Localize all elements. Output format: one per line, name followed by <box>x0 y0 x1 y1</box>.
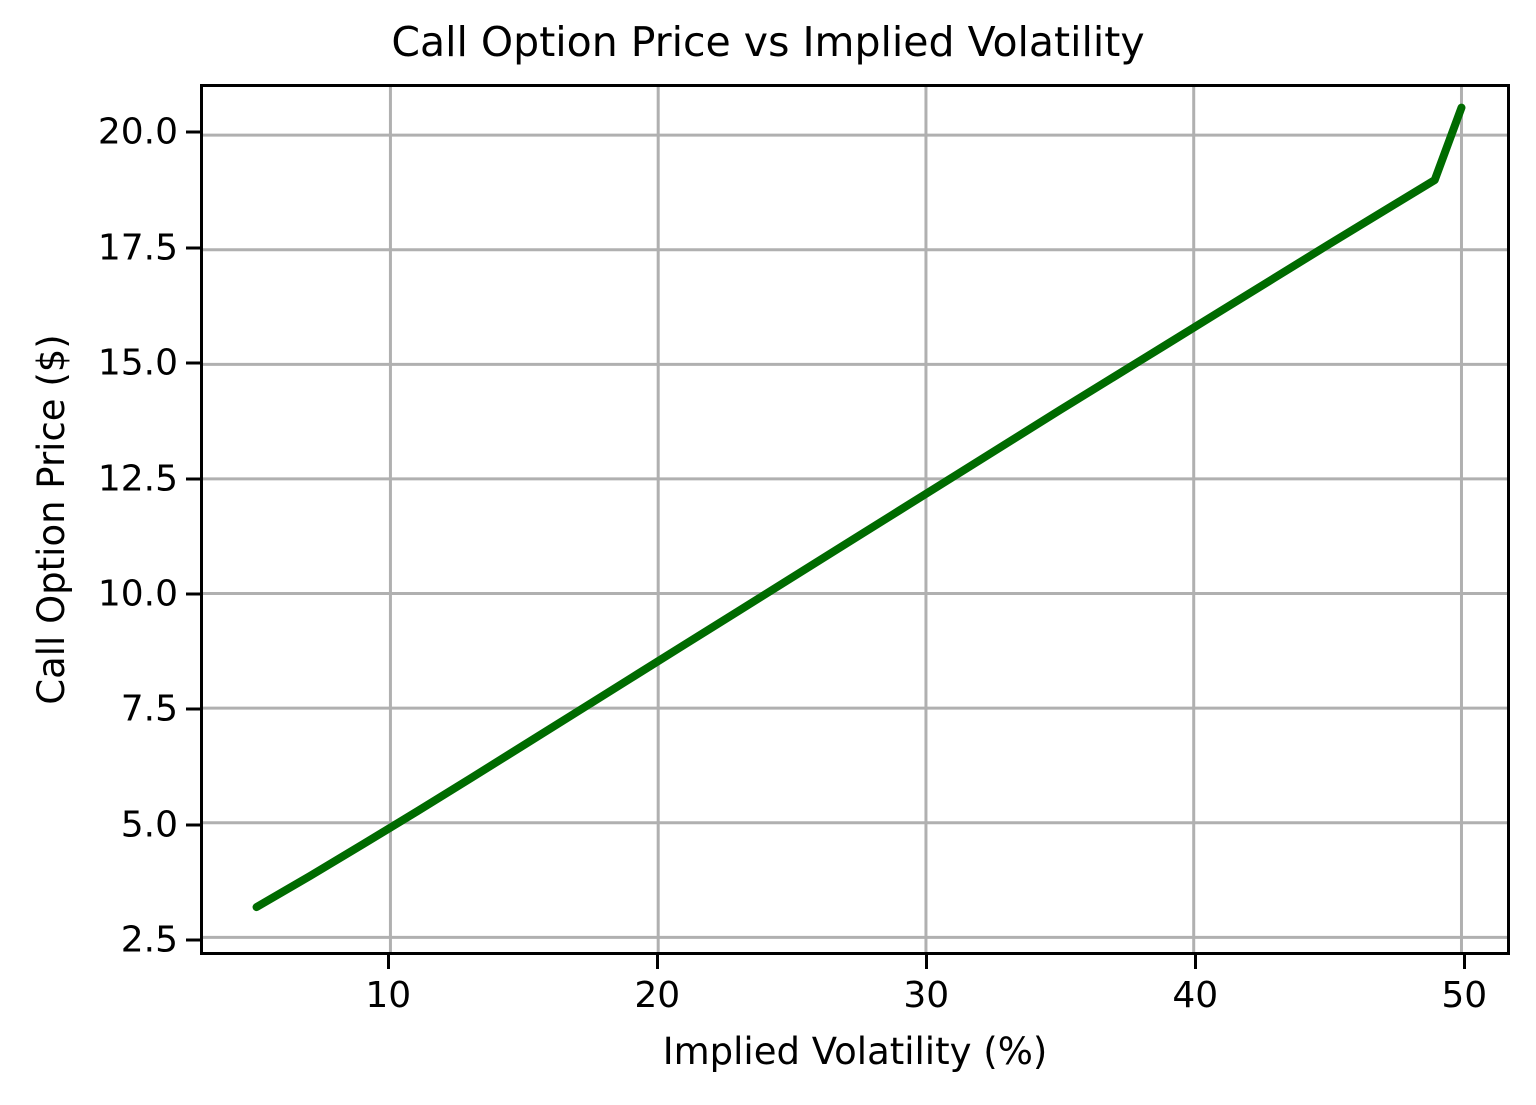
x-tick-label: 10 <box>365 975 412 1016</box>
x-tick-mark <box>387 955 391 969</box>
y-tick-mark <box>186 938 200 942</box>
x-tick-label: 30 <box>903 975 950 1016</box>
y-axis-label: Call Option Price ($) <box>30 334 73 705</box>
chart-title: Call Option Price vs Implied Volatility <box>391 18 1145 66</box>
x-tick-mark <box>656 955 660 969</box>
y-tick-label: 17.5 <box>97 227 178 269</box>
x-tick-mark <box>925 955 929 969</box>
y-tick-label: 12.5 <box>97 458 178 500</box>
y-tick-label: 2.5 <box>120 919 178 961</box>
x-tick-mark <box>1194 955 1198 969</box>
plot-area <box>200 84 1510 955</box>
y-tick-mark <box>186 823 200 827</box>
x-tick-label: 40 <box>1172 975 1219 1016</box>
x-tick-mark <box>1463 955 1467 969</box>
y-tick-label: 20.0 <box>97 111 178 153</box>
x-tick-label: 20 <box>634 975 681 1016</box>
y-tick-mark <box>186 477 200 481</box>
y-tick-mark <box>186 592 200 596</box>
y-tick-label: 15.0 <box>97 342 178 384</box>
y-tick-mark <box>186 707 200 711</box>
x-axis-label: Implied Volatility (%) <box>662 1030 1048 1073</box>
y-tick-mark <box>186 130 200 134</box>
y-tick-label: 10.0 <box>97 573 178 615</box>
y-tick-mark <box>186 361 200 365</box>
y-tick-mark <box>186 246 200 250</box>
x-tick-label: 50 <box>1441 975 1488 1016</box>
y-tick-label: 5.0 <box>120 804 178 846</box>
data-line-call-option-price <box>203 87 1507 952</box>
gridlines <box>203 87 1507 952</box>
y-tick-label: 7.5 <box>120 688 178 730</box>
